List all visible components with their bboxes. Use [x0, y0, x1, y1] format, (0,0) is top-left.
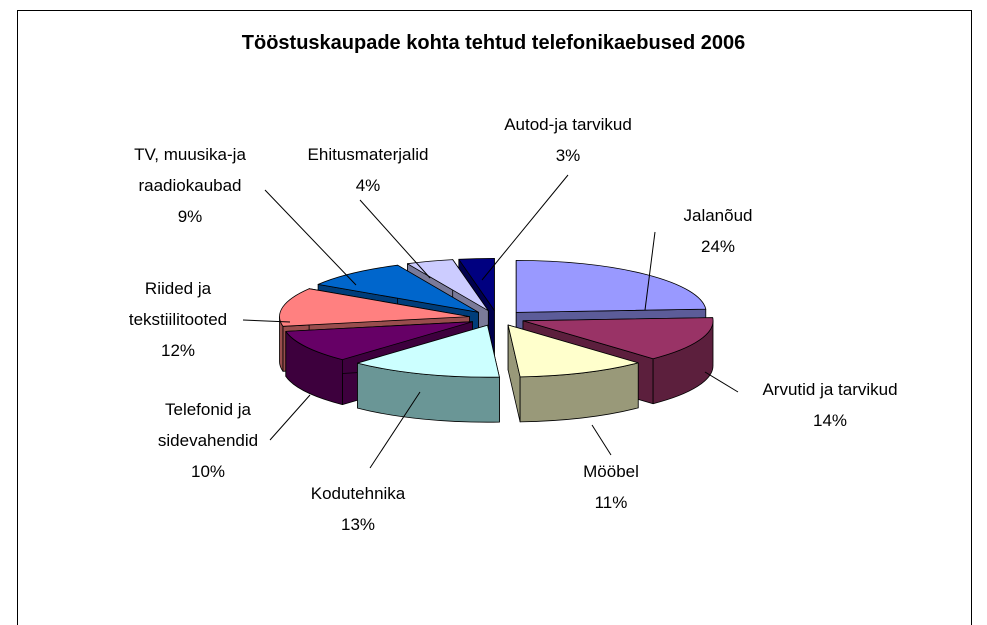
- leader-line: [242, 319, 291, 323]
- slice: [279, 288, 470, 327]
- slice-label: TV, muusika-ja raadiokaubad: [134, 145, 246, 195]
- leader-line: [359, 199, 431, 279]
- slice: [285, 321, 473, 360]
- chart-title: Tööstuskaupade kohta tehtud telefonikaeb…: [241, 32, 746, 54]
- slice-label: Riided ja tekstiilitooted: [128, 279, 228, 329]
- slice: [515, 260, 707, 313]
- slice-value-label: 14%: [812, 411, 848, 430]
- slice-value-label: 13%: [340, 515, 376, 534]
- slice: [458, 257, 495, 311]
- leader-line: [481, 174, 569, 281]
- leader-line: [704, 371, 739, 393]
- slice-value-label: 3%: [555, 146, 581, 165]
- slice: [522, 317, 714, 360]
- slice: [357, 324, 500, 378]
- leader-line: [644, 231, 656, 311]
- slice-label: Kodutehnika: [310, 484, 406, 503]
- slice-value-label: 24%: [700, 237, 736, 256]
- slice: [507, 324, 639, 378]
- slice: [407, 259, 489, 312]
- slice-value-label: 4%: [355, 176, 381, 195]
- slice-label: Autod-ja tarvikud: [504, 115, 632, 134]
- leader-line: [369, 391, 421, 469]
- slice-label: Telefonid ja sidevahendid: [157, 400, 259, 450]
- leader-line: [264, 189, 357, 286]
- slice-label: Jalanõud: [683, 206, 753, 225]
- slice-value-label: 12%: [160, 341, 196, 360]
- slice-value-label: 10%: [190, 462, 226, 481]
- leader-line: [591, 424, 612, 456]
- slice-label: Arvutid ja tarvikud: [762, 380, 898, 399]
- slice-value-label: 9%: [177, 207, 203, 226]
- slice-label: Mööbel: [583, 462, 639, 481]
- slice: [317, 264, 479, 313]
- chart-frame: [17, 10, 972, 625]
- slice-value-label: 11%: [594, 493, 628, 512]
- leader-line: [269, 394, 311, 441]
- slice-label: Ehitusmaterjalid: [307, 145, 429, 164]
